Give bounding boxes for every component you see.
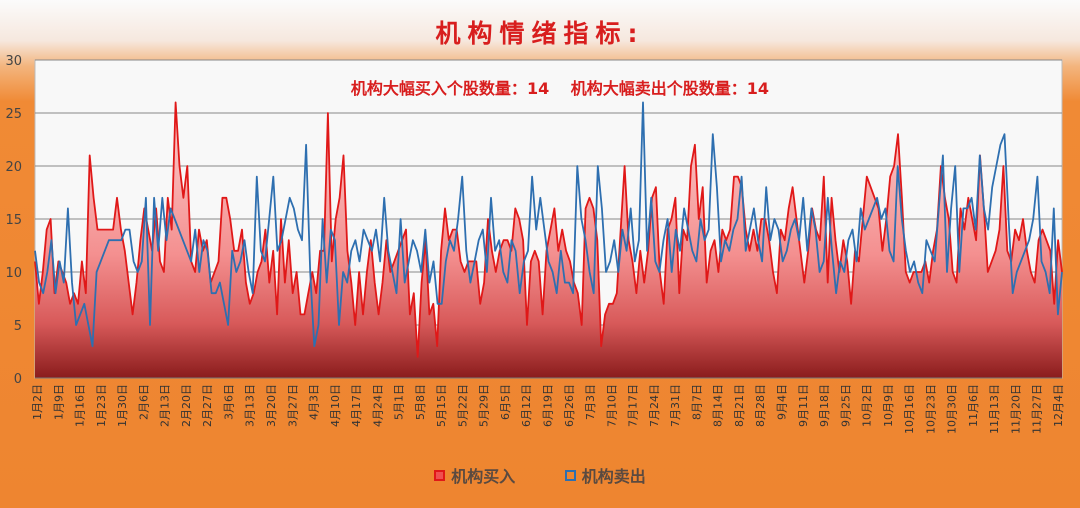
series-line-sell: [34, 101, 1063, 348]
x-tick-label: 7月10日: [605, 384, 618, 427]
x-tick-label: 1月16日: [74, 384, 87, 427]
x-tick-label: 7月31日: [669, 384, 682, 427]
x-tick-label: 2月20日: [180, 384, 193, 427]
x-tick-label: 7月17日: [627, 384, 640, 427]
y-tick-label: 20: [5, 160, 22, 175]
x-tick-label: 2月6日: [137, 384, 150, 420]
x-tick-label: 1月9日: [52, 384, 65, 420]
x-tick-label: 10月16日: [903, 384, 916, 434]
sell-count: 机构大幅卖出个股数量：14: [570, 79, 770, 98]
x-tick-label: 10月2日: [861, 384, 874, 427]
x-tick-label: 12月4日: [1052, 384, 1065, 427]
x-tick-label: 4月24日: [371, 384, 384, 427]
x-tick-label: 5月1日: [393, 384, 406, 420]
y-tick-label: 30: [5, 54, 22, 69]
x-tick-label: 7月3日: [584, 384, 597, 420]
x-tick-label: 3月20日: [265, 384, 278, 427]
x-tick-label: 10月9日: [882, 384, 895, 427]
x-tick-label: 2月27日: [201, 384, 214, 427]
x-tick-label: 10月30日: [946, 384, 959, 434]
legend-swatch-sell: [564, 469, 576, 481]
x-tick-label: 1月2日: [31, 384, 44, 420]
x-tick-label: 5月8日: [414, 384, 427, 420]
x-tick-label: 6月19日: [542, 384, 555, 427]
buy-count: 机构大幅买入个股数量：14: [350, 79, 550, 98]
y-tick-label: 25: [5, 107, 22, 122]
series-line-buy: [34, 101, 1063, 358]
x-tick-label: 3月27日: [286, 384, 299, 427]
x-tick-label: 3月6日: [222, 384, 235, 420]
x-tick-label: 9月18日: [818, 384, 831, 427]
x-tick-label: 11月6日: [967, 384, 980, 427]
x-tick-label: 7月24日: [648, 384, 661, 427]
x-tick-label: 5月15日: [435, 384, 448, 427]
chart-title: 机构情绪指标:: [435, 19, 645, 48]
x-tick-label: 8月7日: [690, 384, 703, 420]
legend-item-sell[interactable]: 机构卖出: [564, 463, 646, 487]
legend-item-buy[interactable]: 机构买入: [434, 463, 515, 487]
y-tick-label: 0: [14, 372, 22, 387]
x-tick-label: 1月30日: [116, 384, 129, 427]
x-tick-label: 8月28日: [754, 384, 767, 427]
x-tick-label: 11月27日: [1031, 384, 1044, 434]
x-tick-label: 4月17日: [350, 384, 363, 427]
y-tick-label: 15: [5, 213, 22, 228]
x-tick-label: 11月13日: [988, 384, 1001, 434]
x-tick-label: 5月22日: [456, 384, 469, 427]
legend-swatch-buy: [434, 469, 446, 481]
legend: 机构买入 机构卖出: [0, 463, 1080, 487]
y-tick-label: 5: [14, 319, 22, 334]
x-tick-label: 6月26日: [563, 384, 576, 427]
x-tick-label: 8月21日: [733, 384, 746, 427]
x-tick-label: 6月12日: [520, 384, 533, 427]
x-tick-label: 5月29日: [478, 384, 491, 427]
x-tick-label: 6月5日: [499, 384, 512, 420]
x-tick-label: 9月4日: [775, 384, 788, 420]
x-tick-label: 10月23日: [924, 384, 937, 434]
x-tick-label: 4月3日: [308, 384, 321, 420]
x-tick-label: 3月13日: [244, 384, 257, 427]
y-tick-label: 10: [5, 266, 22, 281]
x-tick-label: 2月13日: [159, 384, 172, 427]
x-tick-label: 8月14日: [712, 384, 725, 427]
x-tick-label: 9月11日: [797, 384, 810, 427]
x-tick-label: 1月23日: [95, 384, 108, 427]
x-tick-label: 4月10日: [329, 384, 342, 427]
chart-annotation: 机构大幅买入个股数量：14 机构大幅卖出个股数量：14: [0, 75, 1080, 99]
x-tick-label: 9月25日: [839, 384, 852, 427]
x-tick-label: 11月20日: [1009, 384, 1022, 434]
